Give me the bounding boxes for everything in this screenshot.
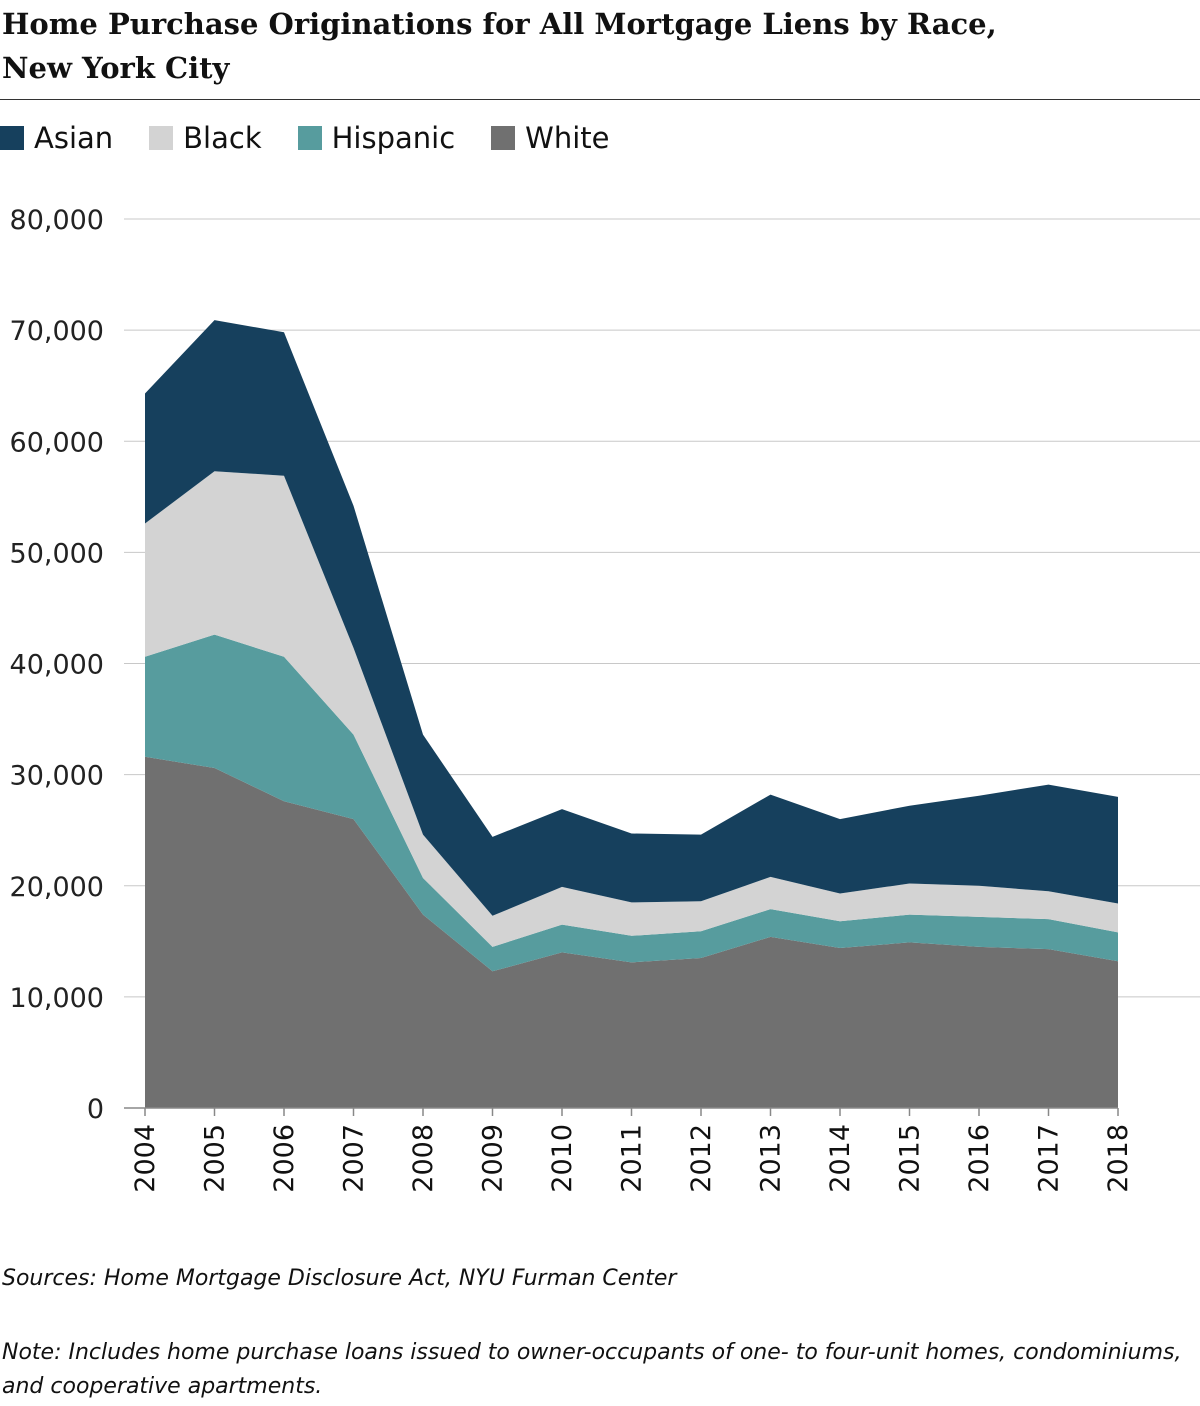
x-tick-label-2013: 2013: [756, 1124, 787, 1193]
y-tick-label-30000: 30,000: [10, 761, 104, 792]
y-tick-label-10000: 10,000: [10, 983, 104, 1014]
legend-item-hispanic: Hispanic: [297, 121, 456, 155]
chart-title: Home Purchase Originations for All Mortg…: [2, 2, 1192, 90]
legend-label-white: White: [525, 121, 610, 155]
legend-swatch-white: [491, 126, 516, 150]
x-tick-label-2012: 2012: [686, 1124, 717, 1193]
x-tick-label-2014: 2014: [825, 1124, 856, 1193]
legend-label-black: Black: [183, 121, 262, 155]
chart-title-line-2: New York City: [2, 51, 230, 85]
y-tick-label-0: 0: [87, 1094, 104, 1125]
x-tick-label-2018: 2018: [1103, 1124, 1134, 1193]
legend-swatch-black: [149, 126, 174, 150]
y-tick-label-80000: 80,000: [10, 205, 104, 236]
y-tick-label-70000: 70,000: [10, 316, 104, 347]
y-tick-label-50000: 50,000: [10, 538, 104, 569]
area-white: [145, 756, 1118, 1108]
x-tick-label-2004: 2004: [130, 1124, 161, 1193]
x-tick-label-2006: 2006: [269, 1124, 300, 1193]
axes: 0 10,000 20,000 30,000 40,000 50,000 60,000 70,…: [10, 205, 1134, 1193]
footnote: Note: Includes home purchase loans issue…: [2, 1340, 1182, 1399]
legend-item-black: Black: [149, 121, 262, 155]
x-tick-label-2015: 2015: [895, 1124, 926, 1193]
y-tick-label-40000: 40,000: [10, 650, 104, 681]
y-tick-label-20000: 20,000: [10, 872, 104, 903]
area-black: [145, 471, 1118, 947]
stacked-areas: [145, 320, 1118, 1108]
x-tick-label-2011: 2011: [617, 1124, 648, 1193]
legend-swatch-asian: [0, 126, 24, 150]
y-tick-label-60000: 60,000: [10, 427, 104, 458]
legend-label-hispanic: Hispanic: [331, 121, 456, 155]
x-tick-label-2016: 2016: [964, 1124, 995, 1193]
x-tick-label-2007: 2007: [339, 1124, 370, 1193]
x-tick-label-2017: 2017: [1034, 1124, 1065, 1193]
legend-label-asian: Asian: [34, 121, 114, 155]
legend-swatch-hispanic: [297, 126, 322, 150]
title-divider: [0, 99, 1200, 100]
legend-item-white: White: [491, 121, 610, 155]
legend: Asian Black Hispanic White: [0, 120, 646, 156]
chart-title-line-1: Home Purchase Originations for All Mortg…: [2, 7, 997, 41]
x-tick-label-2008: 2008: [408, 1124, 439, 1193]
area-asian: [145, 320, 1118, 916]
legend-item-asian: Asian: [0, 121, 113, 155]
x-tick-label-2005: 2005: [200, 1124, 231, 1193]
source-note: Sources: Home Mortgage Disclosure Act, N…: [2, 1266, 677, 1291]
x-tick-label-2009: 2009: [478, 1124, 509, 1193]
x-tick-label-2010: 2010: [547, 1124, 578, 1193]
area-hispanic: [145, 634, 1118, 972]
